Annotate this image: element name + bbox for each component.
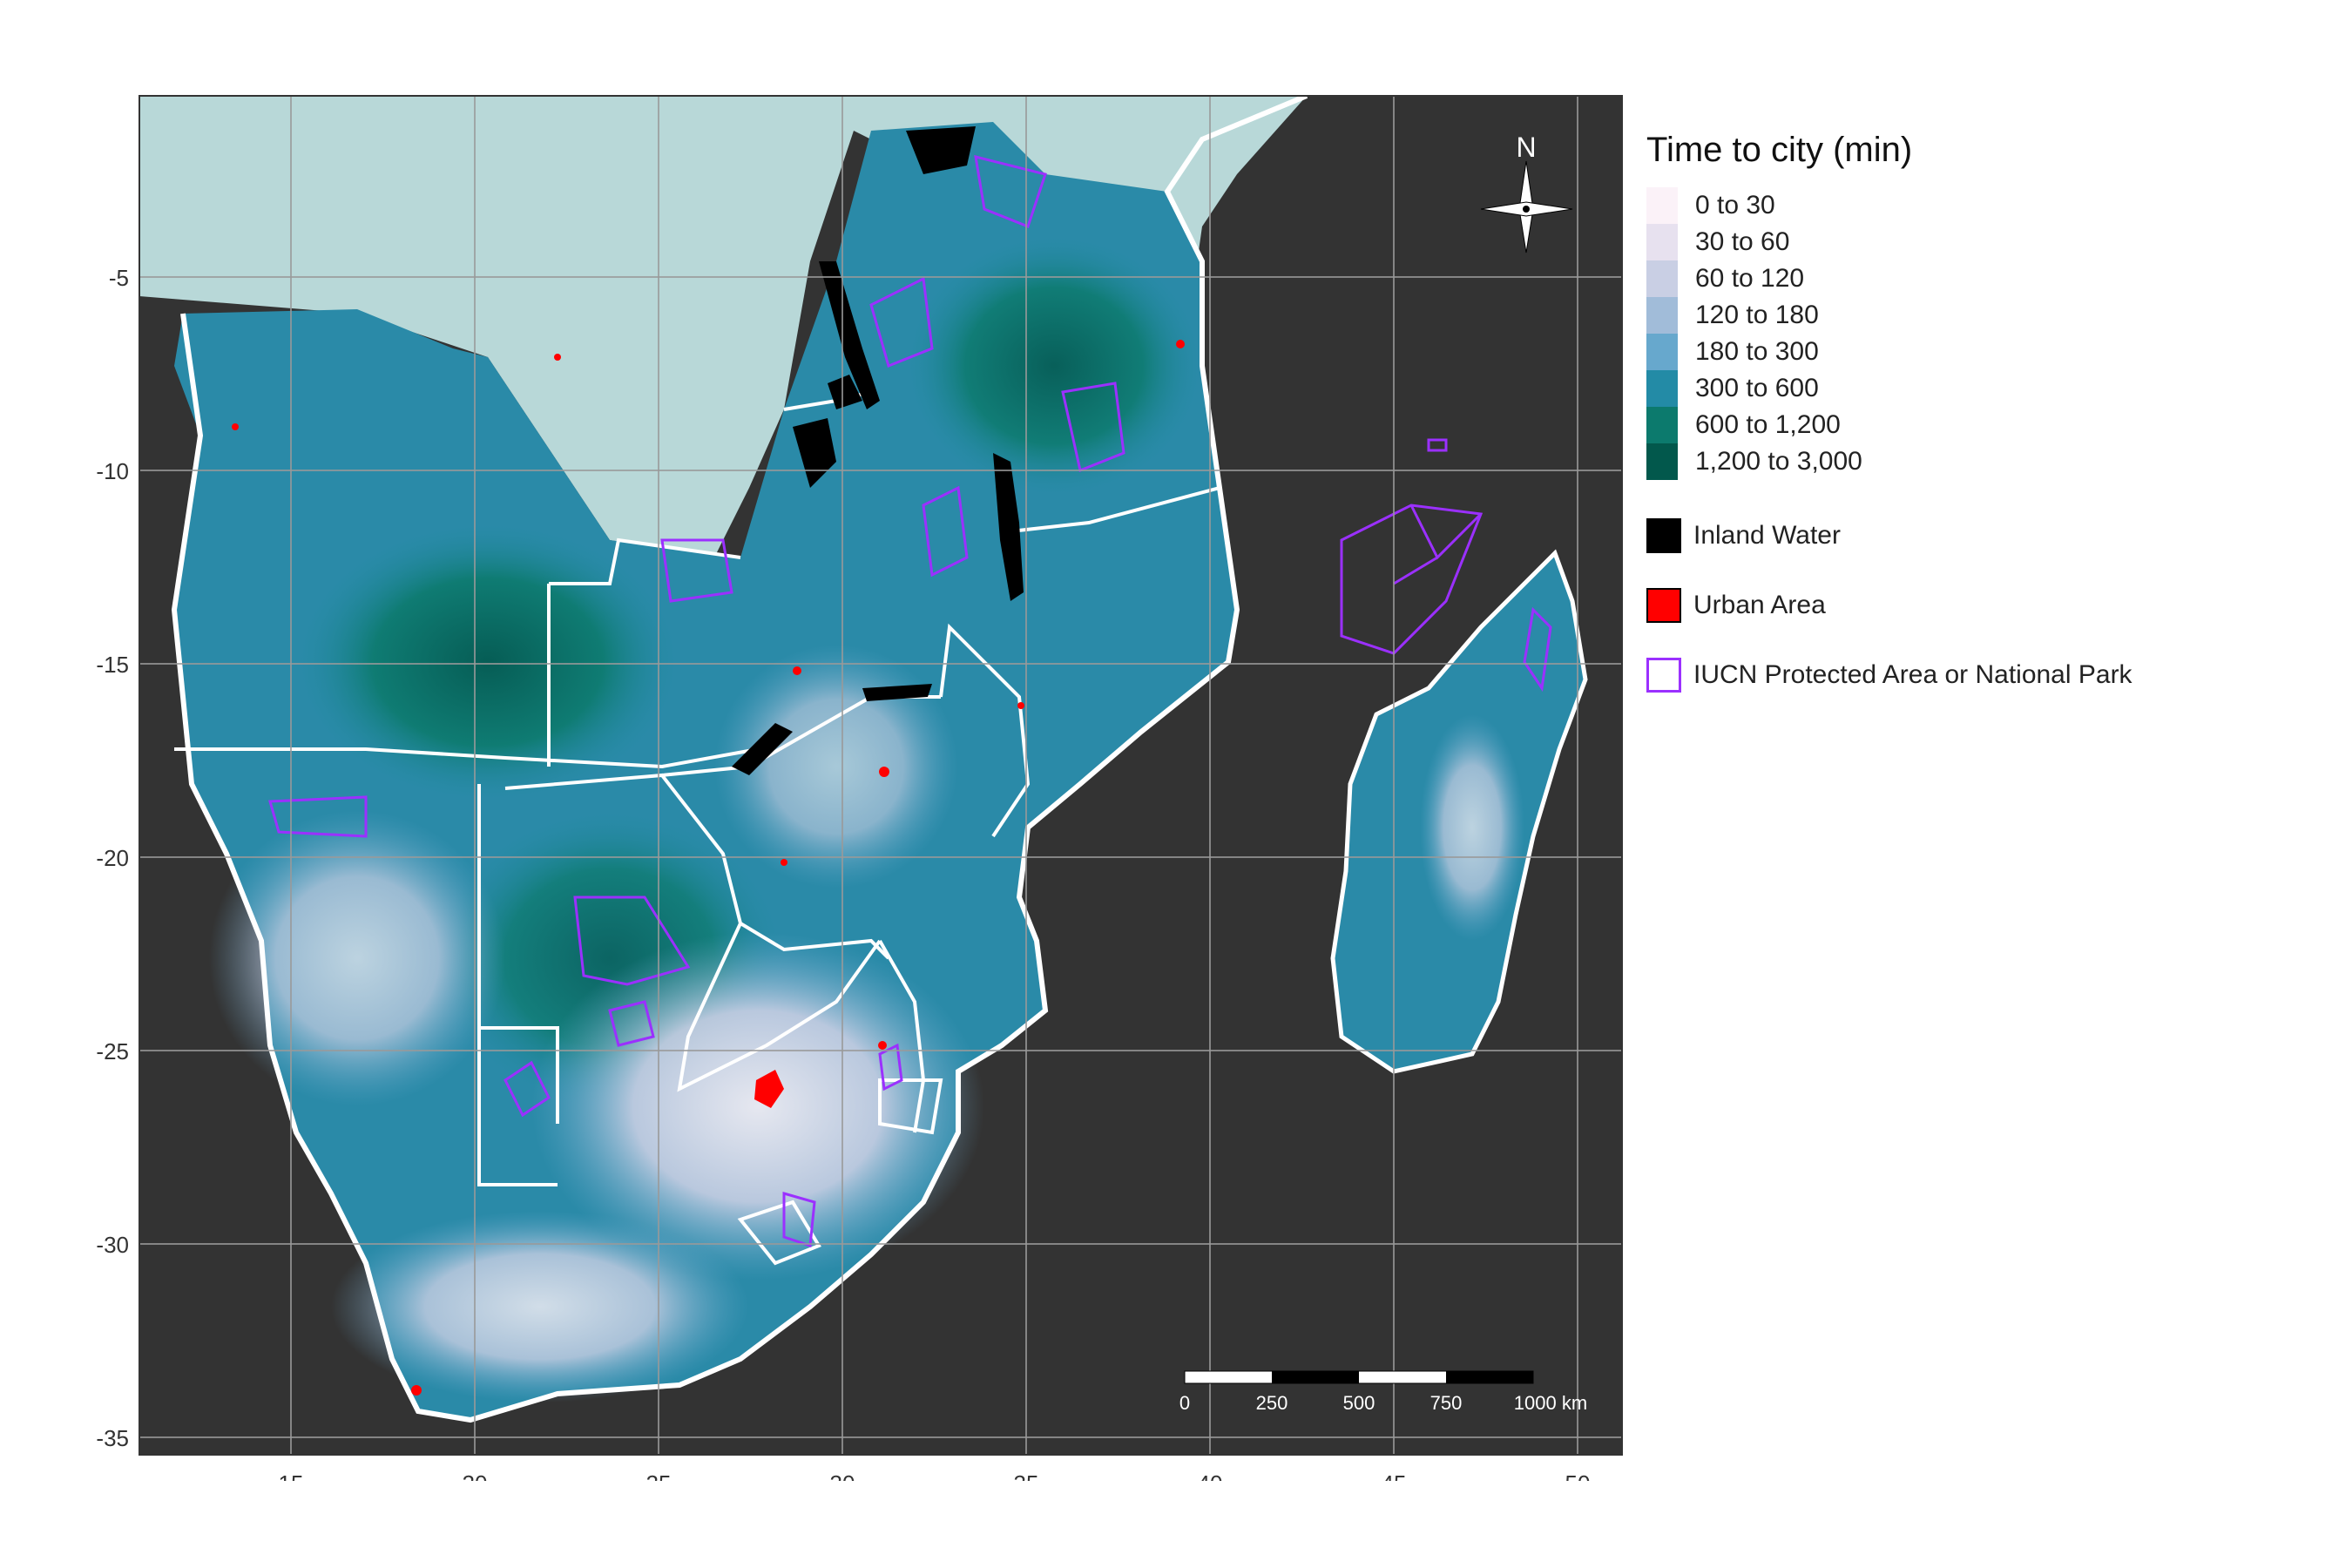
legend-class-row: 30 to 60 [1646,224,2326,260]
graticule [139,96,1622,1455]
north-arrow-icon [1480,160,1573,253]
legend-class-row: 180 to 300 [1646,334,2326,370]
legend-class-label: 300 to 600 [1695,374,1819,402]
legend-item-urban-area: Urban Area [1646,585,2326,626]
legend-class-row: 1,200 to 3,000 [1646,443,2326,480]
y-tick-label: -30 [96,1232,129,1258]
coastline [171,96,1308,1423]
legend-swatch-protected-area [1646,658,1681,693]
legend-class-label: 120 to 180 [1695,301,1819,329]
legend-swatch [1646,443,1678,480]
north-label: N [1516,132,1536,163]
legend-class-row: 0 to 30 [1646,187,2326,224]
y-tick-label: -25 [96,1038,129,1064]
x-tick-label: 30 [830,1470,855,1481]
lowland-zone [209,810,505,1106]
y-tick-label: -35 [96,1425,129,1451]
legend-class-row: 300 to 600 [1646,370,2326,407]
scale-label-500: 500 [1343,1392,1375,1414]
panel-frame [139,95,1623,1456]
legend-swatch [1646,260,1678,297]
lowland-zone [1420,714,1524,941]
legend-class-label: 1,200 to 3,000 [1695,447,1862,476]
scale-label-750: 750 [1430,1392,1463,1414]
scale-label-1000: 1000 km [1514,1392,1587,1414]
legend-swatch-urban-area [1646,588,1681,623]
y-tick-label: -10 [96,458,129,484]
scale-bar [1184,1370,1534,1384]
legend-class-label: 60 to 120 [1695,264,1805,293]
x-tick-label: 40 [1198,1470,1223,1481]
remote-zone [906,235,1202,497]
lowland-zone [531,932,984,1281]
legend-label: Urban Area [1693,591,1826,619]
legend-class-row: 60 to 120 [1646,260,2326,297]
legend-item-inland-water: Inland Water [1646,515,2326,557]
map-panel: N 0 250 500 750 1000 km 15 20 25 30 35 4… [96,95,1623,1481]
y-tick-label: -15 [96,652,129,678]
legend-title: Time to city (min) [1646,131,1913,169]
legend-class-label: 600 to 1,200 [1695,410,1841,439]
legend-class-row: 600 to 1,200 [1646,407,2326,443]
legend-swatch [1646,370,1678,407]
protected-areas [268,154,1552,1248]
legend-item-protected-area: IUCN Protected Area or National Park [1646,654,2326,696]
x-tick-label: 15 [279,1470,304,1481]
lowland-zone [714,645,958,889]
legend-classes: 0 to 30 30 to 60 60 to 120 120 to 180 180 to… [1646,187,2326,480]
remote-zone [296,523,679,801]
legend-label: Inland Water [1693,521,1841,550]
legend-swatch [1646,297,1678,334]
legend-class-label: 30 to 60 [1695,227,1790,256]
legend: Time to city (min) 0 to 30 30 to 60 60 to … [1646,131,2326,724]
legend-swatch-inland-water [1646,518,1681,553]
x-tick-label: 25 [646,1470,672,1481]
legend-swatch [1646,187,1678,224]
lowland-zone [331,1211,749,1402]
x-tick-label: 50 [1565,1470,1591,1481]
scale-label-0: 0 [1179,1392,1190,1414]
x-tick-label: 20 [463,1470,488,1481]
legend-class-row: 120 to 180 [1646,297,2326,334]
legend-label: IUCN Protected Area or National Park [1693,660,2132,689]
y-tick-label: -20 [96,845,129,871]
urban-areas [232,340,1185,1396]
legend-swatch [1646,407,1678,443]
y-tick-label: -5 [109,265,129,291]
x-tick-label: 45 [1382,1470,1407,1481]
country-borders [174,390,1220,1266]
legend-class-label: 0 to 30 [1695,191,1775,220]
legend-class-label: 180 to 300 [1695,337,1819,366]
legend-swatch [1646,224,1678,260]
legend-swatch [1646,334,1678,370]
scale-label-250: 250 [1256,1392,1288,1414]
x-tick-label: 35 [1014,1470,1039,1481]
